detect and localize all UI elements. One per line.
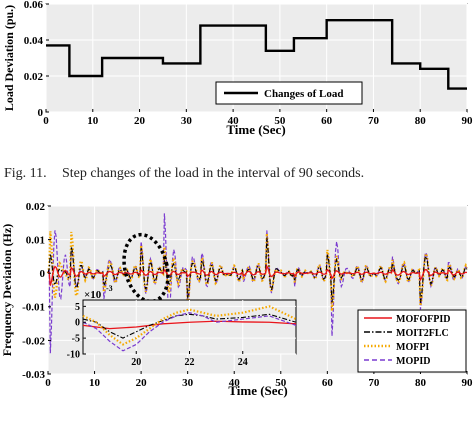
frequency-chart-xtick-label: 90 (462, 377, 474, 389)
series-line-changes-of-load (46, 19, 467, 90)
legend-label-load: Changes of Load (264, 88, 343, 100)
frequency-chart-xtick-label: 10 (89, 377, 101, 389)
figure-caption: Fig. 11. Step changes of the load in the … (4, 166, 470, 182)
load-chart-xtick-label: 70 (368, 115, 380, 127)
inset-series (82, 305, 297, 352)
load-chart-xtick-label: 80 (415, 115, 427, 127)
load-chart-xtick-label: 0 (43, 115, 49, 127)
legend-label-moit2flc: MOIT2FLC (396, 328, 449, 339)
inset-series-line-mofpi (82, 305, 297, 346)
frequency-chart-ticks: 0 10 20 30 40 50 60 70 80 90-0.03-0.02-0.0100.010… (22, 201, 473, 389)
caption-text: Step changes of the load in the interval… (62, 166, 365, 181)
load-chart-ytick-label: 0.06 (24, 0, 44, 11)
load-chart-ticks: 0 10 20 30 40 50 60 70 80 90 0 0.02 0.04 0.06 (24, 0, 473, 127)
frequency-chart-xtick-label: 20 (136, 377, 148, 389)
frequency-chart-legend: MOFOFPID MOIT2FLC MOFPI MOPID (357, 309, 467, 373)
legend-box (357, 309, 467, 373)
frequency-chart-ylabel: Frequency Deviation (Hz) (0, 224, 14, 356)
load-chart: 0 10 20 30 40 50 60 70 80 90 0 0.02 0.04 0.06 Time (S… (2, 0, 473, 137)
frequency-chart-xtick-label: 0 (45, 377, 51, 389)
frequency-chart: 0 10 20 30 40 50 60 70 80 90-0.03-0.02-0.0100.010… (0, 201, 473, 398)
load-chart-xlabel: Time (Sec) (226, 122, 285, 137)
load-chart-xtick-label: 20 (134, 115, 146, 127)
frequency-chart-ytick-label: -0.01 (22, 302, 45, 314)
load-chart-series (46, 19, 467, 90)
series-line-moit2flc (47, 237, 468, 303)
load-chart-xtick-label: 60 (321, 115, 333, 127)
load-chart-xtick-label: 40 (228, 115, 240, 127)
inset-chart: 20 22 24 5 0 -5 -10 ×10 -3 (67, 284, 297, 368)
frequency-chart-xtick-label: 60 (322, 377, 334, 389)
frequency-chart-xtick-label: 70 (368, 377, 380, 389)
load-chart-ytick-label: 0.04 (24, 35, 44, 47)
load-chart-ytick-label: 0.02 (24, 71, 44, 83)
legend-box (215, 81, 363, 105)
inset-exponent-power: -3 (106, 284, 113, 293)
series-line-mofofpid (47, 264, 468, 286)
load-chart-xtick-label: 90 (462, 115, 474, 127)
load-chart-ytick-label: 0 (38, 107, 44, 119)
inset-xtick-label: 22 (185, 357, 195, 368)
frequency-chart-ytick-label: -0.03 (22, 369, 45, 381)
inset-xtick-label: 24 (238, 357, 248, 368)
inset-ytick-label: -10 (67, 350, 80, 361)
legend-label-mopid: MOPID (396, 356, 430, 367)
load-chart-xtick-label: 50 (274, 115, 286, 127)
inset-ytick-label: 0 (75, 318, 80, 329)
load-chart-ylabel: Load Deviation (pu.) (2, 5, 16, 111)
load-chart-legend: Changes of Load (215, 81, 363, 105)
frequency-chart-ytick-label: 0 (40, 268, 46, 280)
load-chart-xtick-label: 10 (87, 115, 99, 127)
legend-label-mofpi: MOFPI (396, 342, 429, 353)
inset-exponent-base: ×10 (84, 289, 102, 301)
legend-label-mofofpid: MOFOFPID (396, 314, 450, 325)
frequency-chart-ytick-label: -0.02 (22, 335, 45, 347)
frequency-chart-xtick-label: 50 (275, 377, 287, 389)
frequency-chart-ytick-label: 0.02 (26, 201, 46, 213)
frequency-chart-xlabel: Time (Sec) (228, 383, 287, 398)
inset-ytick-label: 5 (75, 302, 80, 313)
caption-label: Fig. 11. (4, 166, 47, 181)
inset-xtick-label: 20 (131, 357, 141, 368)
inset-series-line-moit2flc (82, 313, 297, 339)
inset-ytick-label: -5 (72, 334, 80, 345)
frequency-chart-xtick-label: 40 (229, 377, 241, 389)
inset-series-line-mofofpid (82, 320, 297, 330)
frequency-chart-xtick-label: 80 (415, 377, 427, 389)
frequency-chart-xtick-label: 30 (182, 377, 194, 389)
frequency-chart-ytick-label: 0.01 (26, 234, 45, 246)
load-chart-xtick-label: 30 (181, 115, 193, 127)
inset-ticks: 20 22 24 5 0 -5 -10 (67, 302, 248, 368)
frequency-chart-series (46, 213, 468, 354)
